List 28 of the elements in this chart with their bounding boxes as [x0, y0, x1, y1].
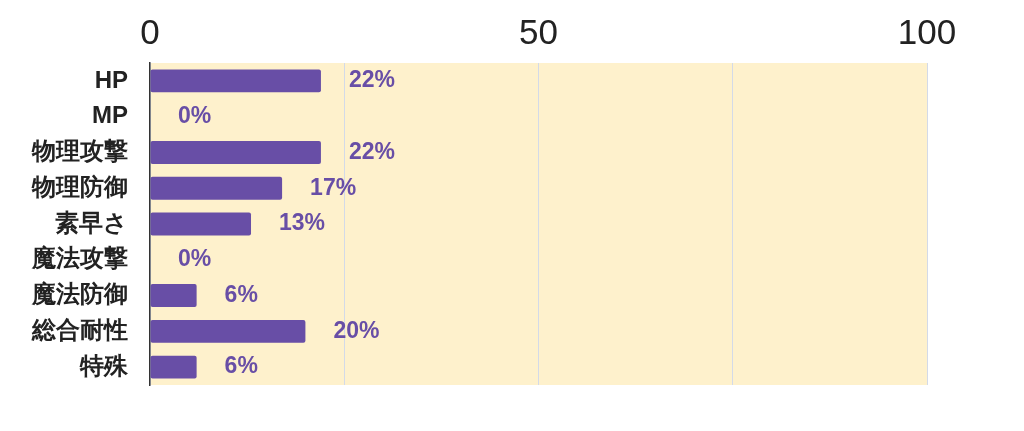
y-tick-label: 物理防御 — [31, 172, 128, 200]
y-tick-label: 物理攻撃 — [31, 137, 128, 165]
y-tick-label: 特殊 — [79, 351, 129, 379]
data-label: 13% — [279, 209, 326, 236]
y-tick-label: 魔法防御 — [31, 280, 128, 308]
bar — [150, 69, 321, 93]
bar — [150, 284, 197, 307]
y-tick-label: MP — [92, 101, 128, 129]
bar — [150, 319, 306, 343]
y-tick-label: HP — [94, 65, 128, 93]
bar — [150, 176, 283, 200]
x-tick-label: 50 — [519, 11, 558, 51]
data-label: 6% — [224, 352, 258, 379]
y-tick-label: 魔法攻撃 — [31, 244, 128, 272]
data-label: 0% — [178, 102, 212, 129]
bar — [150, 141, 321, 164]
data-label: 0% — [178, 245, 212, 272]
data-label: 22% — [348, 66, 395, 93]
x-tick-label: 100 — [897, 11, 957, 51]
bar — [150, 212, 252, 236]
x-tick-label: 0 — [140, 11, 160, 51]
data-label: 6% — [224, 280, 258, 307]
y-tick-label: 素早さ — [55, 208, 128, 236]
data-label: 20% — [333, 316, 380, 343]
bar — [150, 355, 197, 379]
y-tick-label: 総合耐性 — [31, 315, 128, 343]
data-label: 17% — [310, 173, 357, 200]
data-label: 22% — [348, 137, 395, 164]
